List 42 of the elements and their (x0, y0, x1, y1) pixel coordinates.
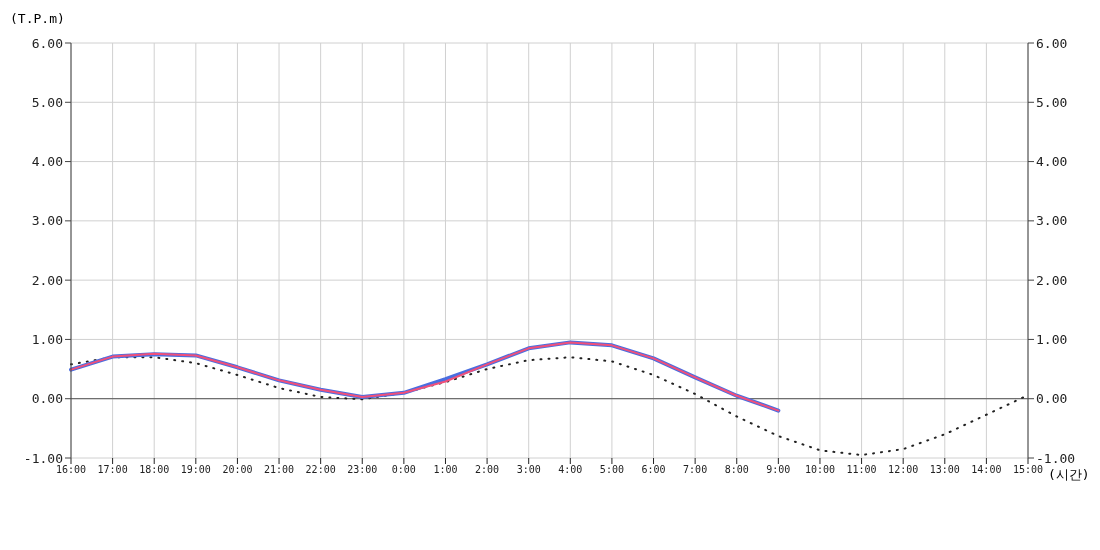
y2-tick-label: 4.00 (1036, 154, 1068, 170)
x-tick-label: 10:00 (804, 464, 836, 476)
x-tick-label: 18:00 (139, 464, 170, 476)
x-tick-label: 0:00 (391, 464, 416, 476)
y-tick-label: 4.00 (31, 154, 63, 170)
y-tick-label: -1.00 (23, 450, 63, 466)
x-tick-label: 15:00 (1012, 464, 1044, 476)
y2-tick-label: 1.00 (1036, 332, 1068, 348)
x-axis-title: (시간) (1048, 466, 1090, 484)
y2-tick-label: 3.00 (1036, 213, 1068, 229)
y2-tick-label: 6.00 (1036, 35, 1068, 51)
y-axis-title: (T.P.m) (10, 11, 65, 26)
y2-tick-label: 2.00 (1036, 272, 1068, 288)
x-tick-label: 4:00 (558, 464, 583, 476)
y2-tick-label: -1.00 (1036, 450, 1076, 466)
y-tick-label: 1.00 (31, 332, 63, 348)
y2-tick-label: 5.00 (1036, 94, 1068, 110)
x-tick-label: 23:00 (347, 464, 378, 476)
x-tick-label: 17:00 (97, 464, 128, 476)
y2-tick-label: 0.00 (1036, 391, 1068, 407)
x-tick-label: 8:00 (724, 464, 749, 476)
y-tick-label: 0.00 (31, 391, 63, 407)
x-tick-label: 7:00 (683, 464, 708, 476)
y-tick-label: 6.00 (31, 35, 63, 51)
x-tick-label: 11:00 (846, 464, 877, 476)
y-tick-label: 3.00 (31, 213, 63, 229)
x-tick-label: 3:00 (516, 464, 541, 476)
x-tick-label: 1:00 (433, 464, 458, 476)
x-tick-label: 5:00 (599, 464, 624, 476)
x-tick-label: 2:00 (475, 464, 500, 476)
x-tick-label: 20:00 (222, 464, 253, 476)
x-tick-label: 9:00 (766, 464, 791, 476)
x-tick-label: 22:00 (305, 464, 336, 476)
x-tick-label: 14:00 (971, 464, 1002, 476)
x-tick-label: 21:00 (263, 464, 295, 476)
x-tick-label: 6:00 (641, 464, 666, 476)
x-tick-label: 13:00 (929, 464, 960, 476)
x-tick-label: 19:00 (180, 464, 211, 476)
y-tick-label: 5.00 (31, 94, 63, 110)
x-tick-label: 16:00 (55, 464, 87, 476)
x-tick-label: 12:00 (888, 464, 919, 476)
y-tick-label: 2.00 (31, 272, 63, 288)
